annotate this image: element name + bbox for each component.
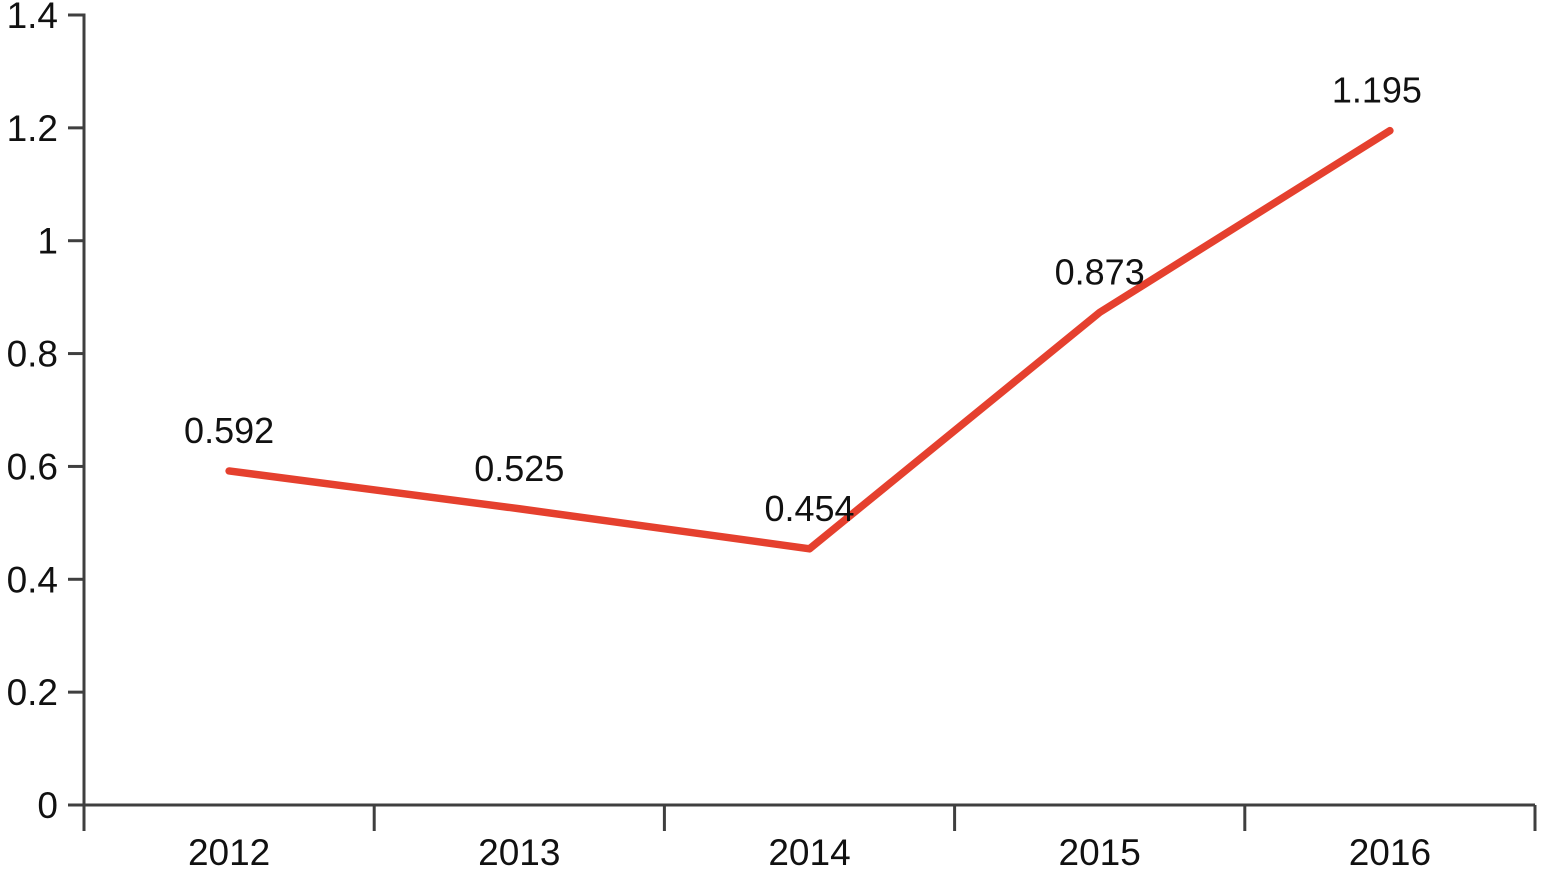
data-point-label: 0.525: [474, 448, 564, 489]
x-axis-category-label: 2012: [188, 832, 270, 873]
data-point-label: 0.873: [1055, 251, 1145, 292]
x-axis-category-label: 2014: [768, 832, 850, 873]
y-axis-tick-label: 1.4: [7, 0, 58, 36]
y-axis-tick-label: 0.2: [7, 672, 58, 713]
data-series-line: [225, 126, 1394, 553]
y-axis-tick-label: 1: [37, 221, 58, 262]
y-axis-tick-label: 0.6: [7, 446, 58, 487]
x-axis-category-label: 2016: [1349, 832, 1431, 873]
x-axis-category-label: 2013: [478, 832, 560, 873]
data-point-label: 0.454: [764, 488, 854, 529]
x-axis-category-label: 2015: [1059, 832, 1141, 873]
y-axis-tick-label: 0: [37, 785, 58, 826]
y-axis-tick-label: 0.8: [7, 334, 58, 375]
data-point-label: 1.195: [1332, 70, 1422, 111]
y-axis-tick-label: 0.4: [7, 559, 58, 600]
y-axis-tick-label: 1.2: [7, 108, 58, 149]
data-point-label: 0.592: [184, 410, 274, 451]
